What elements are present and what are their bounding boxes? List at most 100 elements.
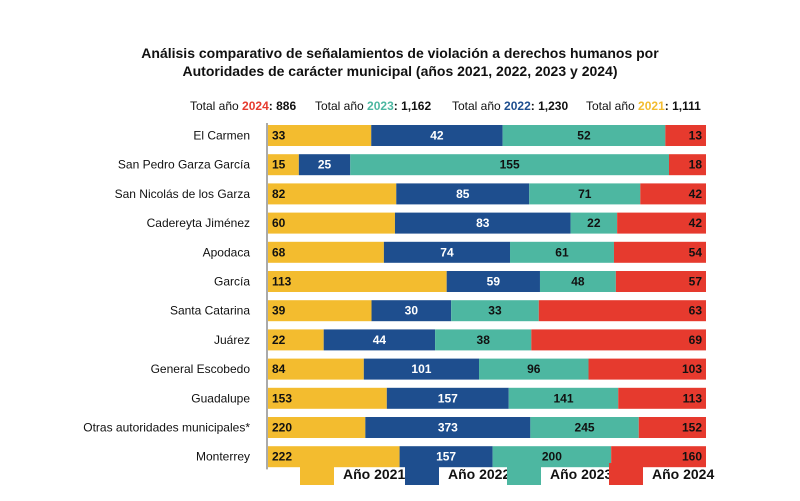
value-label-san-nicolas-de-los-garza-y2021: 82 xyxy=(272,187,286,201)
bar-guadalupe-y2021 xyxy=(268,387,387,409)
chart-subtitle: Autoridades de carácter municipal (años … xyxy=(182,63,618,79)
value-label-juarez-y2023: 38 xyxy=(477,333,491,347)
bar-el-carmen-y2023 xyxy=(502,125,666,146)
value-label-san-nicolas-de-los-garza-y2024: 42 xyxy=(689,187,703,201)
total-2024-value: 886 xyxy=(276,99,297,113)
bar-apodaca-y2021 xyxy=(268,241,384,263)
legend-item-2021: Año 2021 xyxy=(300,462,405,486)
value-label-juarez-y2022: 44 xyxy=(373,333,387,347)
bar-santa-catarina-y2021 xyxy=(268,300,372,322)
value-label-otras-autoridades-municipales-y2021: 220 xyxy=(272,421,292,435)
bar-guadalupe-y2023 xyxy=(508,387,619,409)
value-label-san-pedro-garza-garcia-y2022: 25 xyxy=(318,158,332,172)
legend-swatch-2024 xyxy=(609,463,643,485)
value-label-santa-catarina-y2021: 39 xyxy=(272,304,286,318)
bar-monterrey-y2022 xyxy=(399,446,493,468)
value-label-garcia-y2022: 59 xyxy=(487,275,501,289)
bar-el-carmen-y2024 xyxy=(665,125,706,146)
category-label-san-pedro-garza-garcia: San Pedro Garza García xyxy=(118,158,250,172)
bar-general-escobedo-y2022 xyxy=(363,358,480,380)
category-label-el-carmen: El Carmen xyxy=(193,129,250,143)
legend-swatch-2022 xyxy=(405,463,439,485)
bar-santa-catarina-y2022 xyxy=(371,300,452,322)
value-label-cadereyta-jimenez-y2024: 42 xyxy=(689,216,703,230)
value-label-santa-catarina-y2022: 30 xyxy=(405,304,419,318)
bar-guadalupe-y2022 xyxy=(386,387,509,409)
total-2021: Total año 2021: 1,111 xyxy=(586,99,701,113)
category-label-cadereyta-jimenez: Cadereyta Jiménez xyxy=(147,216,250,230)
bar-san-nicolas-de-los-garza-y2021 xyxy=(268,183,397,205)
bar-monterrey-y2024 xyxy=(611,446,706,468)
value-label-monterrey-y2022: 157 xyxy=(436,450,456,464)
bar-apodaca-y2024 xyxy=(613,241,706,263)
legend-label-2023: Año 2023 xyxy=(550,466,613,482)
value-label-cadereyta-jimenez-y2021: 60 xyxy=(272,216,286,230)
total-2022-value: 1,230 xyxy=(538,99,569,113)
category-label-santa-catarina: Santa Catarina xyxy=(170,304,250,318)
bar-san-pedro-garza-garcia-y2021 xyxy=(268,154,299,176)
chart-title: Análisis comparativo de señalamientos de… xyxy=(141,45,659,61)
value-label-apodaca-y2021: 68 xyxy=(272,245,286,259)
bar-san-nicolas-de-los-garza-y2024 xyxy=(640,183,706,205)
category-label-apodaca: Apodaca xyxy=(203,245,251,259)
value-label-santa-catarina-y2023: 33 xyxy=(488,304,502,318)
legend-item-2024: Año 2024 xyxy=(609,462,714,486)
value-label-juarez-y2024: 69 xyxy=(689,333,703,347)
value-label-monterrey-y2023: 200 xyxy=(542,450,562,464)
bar-san-nicolas-de-los-garza-y2022 xyxy=(396,183,530,205)
value-label-monterrey-y2021: 222 xyxy=(272,450,292,464)
category-label-otras-autoridades-municipales: Otras autoridades municipales* xyxy=(83,421,250,435)
category-label-guadalupe: Guadalupe xyxy=(191,391,250,405)
bar-san-pedro-garza-garcia-y2022 xyxy=(298,154,351,176)
category-label-san-nicolas-de-los-garza: San Nicolás de los Garza xyxy=(115,187,251,201)
bar-general-escobedo-y2024 xyxy=(588,358,706,380)
legend-label-2021: Año 2021 xyxy=(343,466,406,482)
total-2021-year: 2021 xyxy=(638,99,665,113)
value-label-el-carmen-y2021: 33 xyxy=(272,129,286,143)
value-label-juarez-y2021: 22 xyxy=(272,333,286,347)
value-label-monterrey-y2024: 160 xyxy=(682,450,702,464)
category-label-garcia: García xyxy=(214,275,250,289)
bar-cadereyta-jimenez-y2021 xyxy=(268,212,395,234)
bar-apodaca-y2023 xyxy=(510,241,614,263)
value-label-general-escobedo-y2022: 101 xyxy=(411,362,431,376)
legend-label-2022: Año 2022 xyxy=(448,466,511,482)
bar-juarez-y2021 xyxy=(268,329,324,351)
legend-swatch-2023 xyxy=(507,463,541,485)
value-label-apodaca-y2023: 61 xyxy=(555,245,569,259)
value-label-cadereyta-jimenez-y2023: 22 xyxy=(587,216,601,230)
value-label-apodaca-y2022: 74 xyxy=(440,245,454,259)
legend-item-2023: Año 2023 xyxy=(507,462,612,486)
bar-otras-autoridades-municipales-y2021 xyxy=(268,417,366,438)
value-label-san-nicolas-de-los-garza-y2023: 71 xyxy=(578,187,592,201)
bar-monterrey-y2023 xyxy=(492,446,612,468)
bar-general-escobedo-y2023 xyxy=(479,358,589,380)
bar-apodaca-y2022 xyxy=(383,241,511,263)
value-label-garcia-y2021: 113 xyxy=(272,275,292,289)
value-label-guadalupe-y2023: 141 xyxy=(553,391,573,405)
value-label-guadalupe-y2021: 153 xyxy=(272,391,292,405)
value-label-el-carmen-y2023: 52 xyxy=(577,129,591,143)
bar-garcia-y2021 xyxy=(268,271,447,292)
value-label-guadalupe-y2022: 157 xyxy=(438,391,458,405)
total-2023-year: 2023 xyxy=(367,99,394,113)
value-label-garcia-y2024: 57 xyxy=(689,275,703,289)
bar-cadereyta-jimenez-y2023 xyxy=(570,212,618,234)
bar-santa-catarina-y2023 xyxy=(451,300,539,322)
value-label-san-nicolas-de-los-garza-y2022: 85 xyxy=(456,187,470,201)
legend-swatch-2021 xyxy=(300,463,334,485)
total-2024: Total año 2024: 886 xyxy=(190,99,297,113)
bar-cadereyta-jimenez-y2024 xyxy=(617,212,706,234)
total-2022: Total año 2022: 1,230 xyxy=(452,99,569,113)
value-label-el-carmen-y2022: 42 xyxy=(430,129,444,143)
value-label-apodaca-y2024: 54 xyxy=(689,245,703,259)
legend-label-2024: Año 2024 xyxy=(652,466,715,482)
total-2024-year: 2024 xyxy=(242,99,269,113)
value-label-el-carmen-y2024: 13 xyxy=(689,129,703,143)
bar-santa-catarina-y2024 xyxy=(538,300,706,322)
bar-juarez-y2024 xyxy=(531,329,706,351)
value-label-general-escobedo-y2024: 103 xyxy=(682,362,702,376)
value-label-santa-catarina-y2024: 63 xyxy=(689,304,703,318)
bar-el-carmen-y2022 xyxy=(371,125,503,146)
